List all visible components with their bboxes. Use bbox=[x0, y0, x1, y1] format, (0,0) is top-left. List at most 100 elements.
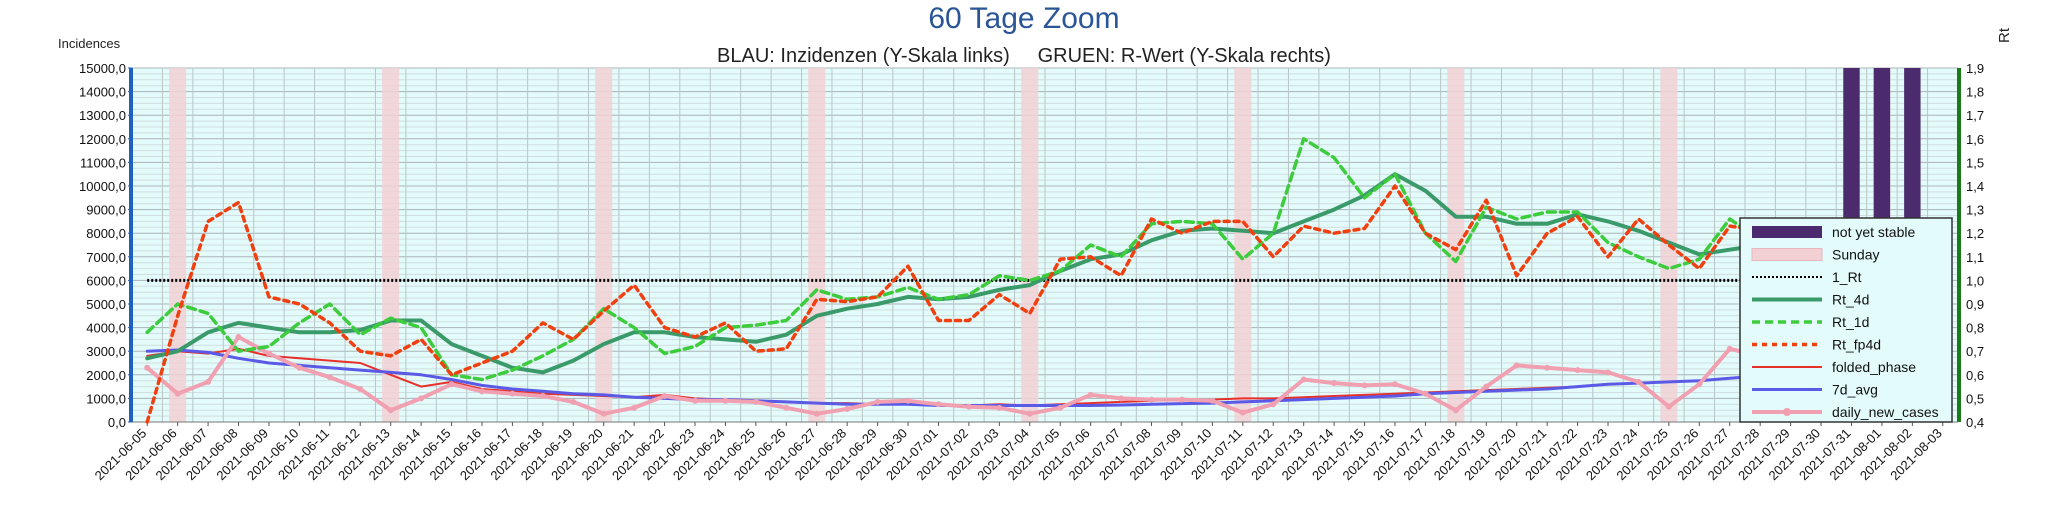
series-daily-new-cases-point bbox=[631, 404, 638, 411]
series-daily-new-cases-point bbox=[996, 404, 1003, 411]
y-tick-left-label: 2000,0 bbox=[86, 368, 126, 383]
y-tick-right-label: 0,4 bbox=[1966, 415, 1984, 430]
y-tick-left-label: 0,0 bbox=[108, 415, 126, 430]
series-daily-new-cases-point bbox=[1391, 381, 1398, 388]
chart-title: 60 Tage Zoom bbox=[928, 2, 1119, 35]
legend-label: 1_Rt bbox=[1832, 269, 1862, 285]
y-tick-right-label: 1,7 bbox=[1966, 108, 1984, 123]
series-daily-new-cases-point bbox=[1209, 397, 1216, 404]
series-daily-new-cases-point bbox=[478, 388, 485, 395]
series-daily-new-cases-point bbox=[844, 406, 851, 413]
series-daily-new-cases-point bbox=[661, 393, 668, 400]
series-daily-new-cases-point bbox=[448, 381, 455, 388]
y-tick-left-label: 6000,0 bbox=[86, 273, 126, 288]
series-daily-new-cases-point bbox=[935, 401, 942, 408]
y-tick-left-label: 3000,0 bbox=[86, 344, 126, 359]
legend-label: Rt_1d bbox=[1832, 314, 1869, 330]
y-tick-right-label: 1,9 bbox=[1966, 61, 1984, 76]
y-tick-left-label: 13000,0 bbox=[79, 108, 126, 123]
series-daily-new-cases-point bbox=[1483, 383, 1490, 390]
series-daily-new-cases-point bbox=[1726, 345, 1733, 352]
sunday-bar bbox=[1021, 68, 1039, 422]
series-daily-new-cases-point bbox=[1178, 396, 1185, 403]
series-daily-new-cases-point bbox=[235, 334, 242, 341]
sunday-bar bbox=[382, 68, 400, 422]
series-daily-new-cases-point bbox=[265, 350, 272, 357]
series-daily-new-cases-point bbox=[1087, 391, 1094, 398]
legend-label: Rt_fp4d bbox=[1832, 337, 1881, 353]
series-daily-new-cases-point bbox=[509, 390, 516, 397]
y-tick-right-label: 0,8 bbox=[1966, 321, 1984, 336]
legend-label: daily_new_cases bbox=[1832, 404, 1939, 420]
series-daily-new-cases-point bbox=[205, 378, 212, 385]
series-daily-new-cases-point bbox=[539, 393, 546, 400]
plot-area: 0,0 1000,0 2000,0 3000,0 4000,0 5000,0 6000,0 7… bbox=[79, 61, 1984, 483]
series-daily-new-cases-point bbox=[326, 374, 333, 381]
legend-swatch-sunday bbox=[1751, 248, 1823, 261]
series-rt-4d-line bbox=[145, 172, 1945, 375]
y-tick-left-label: 14000,0 bbox=[79, 85, 126, 100]
series-daily-new-cases-point bbox=[813, 410, 820, 417]
sunday-bar bbox=[169, 68, 187, 422]
y-tick-left-label: 9000,0 bbox=[86, 203, 126, 218]
legend-label: not yet stable bbox=[1832, 224, 1915, 240]
series-daily-new-cases-point bbox=[905, 397, 912, 404]
y-tick-left-label: 8000,0 bbox=[86, 226, 126, 241]
y-tick-left-label: 11000,0 bbox=[80, 155, 126, 170]
series-daily-new-cases-point bbox=[1513, 362, 1520, 369]
series-daily-new-cases-point bbox=[965, 403, 972, 410]
series-daily-new-cases-point bbox=[357, 385, 364, 392]
series-daily-new-cases-point bbox=[1331, 380, 1338, 387]
series-daily-new-cases-point bbox=[1422, 390, 1429, 397]
series-daily-new-cases-point bbox=[174, 390, 181, 397]
legend-label: 7d_avg bbox=[1832, 382, 1878, 398]
series-daily-new-cases-point bbox=[752, 398, 759, 405]
series-daily-new-cases-point bbox=[296, 364, 303, 371]
series-daily-new-cases-point bbox=[1270, 401, 1277, 408]
legend-swatch-not-yet-stable bbox=[1752, 226, 1822, 238]
series-7d-avg-line bbox=[145, 348, 1945, 407]
series-daily-new-cases-point bbox=[1361, 382, 1368, 389]
series-daily-new-cases-point bbox=[1665, 403, 1672, 410]
legend-label: folded_phase bbox=[1832, 359, 1916, 375]
series-daily-new-cases-point bbox=[874, 398, 881, 405]
series-daily-new-cases-point bbox=[722, 397, 729, 404]
y-tick-left-label: 7000,0 bbox=[86, 250, 126, 265]
series-daily-new-cases-point bbox=[692, 397, 699, 404]
y-tick-left-label: 1000,0 bbox=[86, 391, 126, 406]
series-daily-new-cases-point bbox=[1026, 410, 1033, 417]
legend-swatch-daily-new-cases-marker bbox=[1783, 408, 1791, 416]
y-tick-right-label: 1,4 bbox=[1966, 179, 1984, 194]
series-daily-new-cases-point bbox=[1148, 396, 1155, 403]
y-tick-right-label: 1,1 bbox=[1966, 250, 1984, 265]
series-daily-new-cases-point bbox=[783, 404, 790, 411]
series-daily-new-cases-point bbox=[570, 398, 577, 405]
y-tick-right-label: 1,3 bbox=[1966, 203, 1984, 218]
y-tick-left-label: 15000,0 bbox=[79, 61, 126, 76]
series-daily-new-cases-point bbox=[1574, 367, 1581, 374]
y-tick-right-label: 1,0 bbox=[1966, 273, 1984, 288]
series-daily-new-cases-point bbox=[1696, 381, 1703, 388]
sunday-bar bbox=[595, 68, 613, 422]
series-daily-new-cases-point bbox=[1544, 364, 1551, 371]
y-tick-right-label: 0,6 bbox=[1966, 368, 1984, 383]
series-daily-new-cases-point bbox=[144, 364, 151, 371]
series-daily-new-cases-point bbox=[600, 410, 607, 417]
legend-label: Rt_4d bbox=[1832, 292, 1869, 308]
y-tick-right-label: 0,5 bbox=[1966, 391, 1984, 406]
series-daily-new-cases-point bbox=[1300, 376, 1307, 383]
chart-subtitle: BLAU: Inzidenzen (Y-Skala links) GRUEN: … bbox=[717, 45, 1331, 67]
series-rt-fp4d-line bbox=[145, 184, 1945, 424]
y-tick-left-label: 4000,0 bbox=[86, 321, 126, 336]
series-daily-new-cases-point bbox=[1118, 395, 1125, 402]
series-daily-new-cases-point bbox=[1239, 409, 1246, 416]
y-axis-left-label: Incidences bbox=[58, 36, 121, 51]
series-daily-new-cases-point bbox=[418, 395, 425, 402]
y-tick-right-label: 1,8 bbox=[1966, 85, 1984, 100]
legend: not yet stable Sunday 1_Rt Rt_4d Rt_1d Rt_fp4… bbox=[1739, 217, 1953, 423]
series-daily-new-cases-point bbox=[1452, 407, 1459, 414]
sunday-bar bbox=[808, 68, 826, 422]
series-daily-new-cases-line bbox=[145, 335, 1945, 416]
legend-label: Sunday bbox=[1832, 247, 1879, 263]
